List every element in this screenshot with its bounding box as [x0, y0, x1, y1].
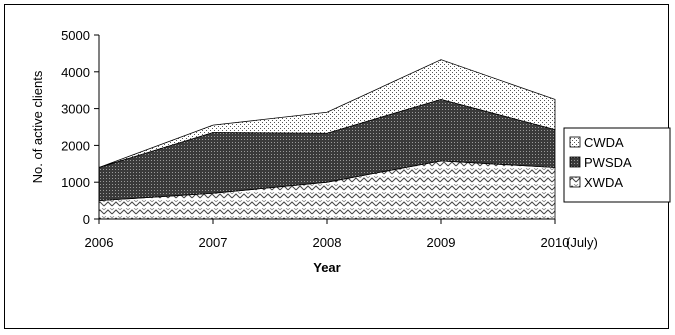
x-tick-label: 2009 — [427, 235, 456, 250]
x-note-label: (July) — [566, 235, 598, 250]
x-tick-label: 2007 — [199, 235, 228, 250]
x-tick-label: 2008 — [313, 235, 342, 250]
area-cwda — [98, 59, 556, 168]
legend: CWDA PWSDA XWDA — [563, 127, 671, 203]
y-tick-group: 0 1000 2000 3000 4000 5000 — [61, 28, 99, 227]
legend-label-xwda: XWDA — [584, 175, 623, 190]
legend-label-pwsda: PWSDA — [584, 155, 632, 170]
legend-swatch-pwsda — [569, 156, 581, 168]
y-tick-label: 3000 — [61, 102, 90, 117]
x-tick-label: 2006 — [85, 235, 114, 250]
y-axis-title: No. of active clients — [30, 70, 45, 183]
y-tick-label: 2000 — [61, 138, 90, 153]
y-tick-label: 5000 — [61, 28, 90, 43]
y-tick-label: 4000 — [61, 65, 90, 80]
x-axis-title: Year — [313, 260, 340, 275]
y-tick-label: 1000 — [61, 175, 90, 190]
x-tick-group: 2006 2007 2008 2009 2010 — [85, 219, 570, 250]
legend-label-cwda: CWDA — [584, 135, 624, 150]
legend-swatch-xwda — [569, 176, 581, 188]
y-tick-label: 0 — [83, 212, 90, 227]
x-tick-label: 2010 — [541, 235, 570, 250]
area-series-group — [98, 59, 556, 220]
legend-swatch-cwda — [569, 136, 581, 148]
legend-box — [563, 127, 671, 203]
